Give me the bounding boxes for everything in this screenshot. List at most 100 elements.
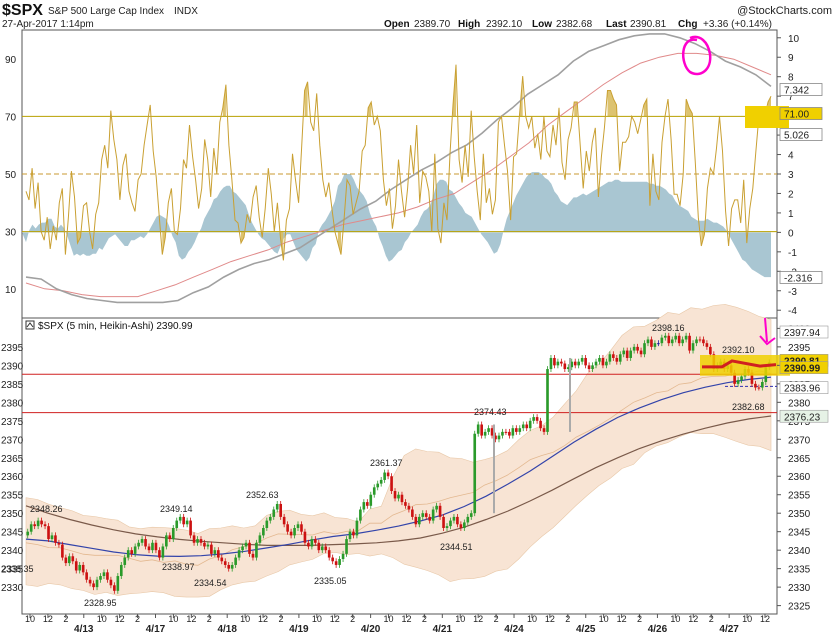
candle-body <box>618 354 622 362</box>
candle-body <box>244 542 248 547</box>
candle-body <box>265 520 269 528</box>
candle-body <box>535 417 539 421</box>
candle-body <box>175 520 179 528</box>
candle-body <box>241 546 244 551</box>
price-axis-left-label: 2395 <box>1 343 24 354</box>
value-tag <box>779 128 823 141</box>
candle-body <box>674 335 678 340</box>
value-tag <box>779 271 823 284</box>
price-callout: 2374.43 <box>474 407 507 417</box>
candle-body <box>359 509 362 521</box>
candle-body <box>203 542 206 547</box>
price-callout: 2382.68 <box>732 402 765 412</box>
candle-body <box>99 576 102 580</box>
x-axis-tick-label: 12 <box>617 614 627 624</box>
candle-body <box>663 335 667 338</box>
right-axis-tick-label: 1 <box>788 209 794 220</box>
candle-body <box>196 539 199 543</box>
candle-body <box>327 550 331 558</box>
candle-body <box>490 428 494 436</box>
candle-body <box>300 524 303 532</box>
candle-body <box>230 564 234 569</box>
price-panel-title: $SPX (5 min, Heikin-Ashi) 2390.99 <box>38 321 193 332</box>
candle-body <box>61 544 64 558</box>
candle-body <box>43 524 47 527</box>
price-callout: 2352.63 <box>246 490 279 500</box>
candle-body <box>528 420 532 429</box>
candle-body <box>383 472 386 480</box>
candle-body <box>542 428 546 432</box>
candle-body <box>480 424 483 436</box>
candle-body <box>421 513 425 517</box>
exchange-label: INDX <box>174 6 198 17</box>
candle-body <box>657 343 660 345</box>
moving-average-mid <box>25 376 772 558</box>
candle-body <box>331 557 334 562</box>
right-axis-tick-label: 3 <box>788 170 794 181</box>
chg-label: Chg <box>678 19 697 30</box>
x-axis-tick-label: 12 <box>258 614 268 624</box>
candle-body <box>227 564 231 569</box>
candle-body <box>213 550 217 554</box>
candle-body <box>185 520 189 525</box>
candle-body <box>549 357 553 370</box>
price-axis-left-label: 2340 <box>1 546 24 557</box>
candle-body <box>71 556 75 562</box>
candle-body <box>598 357 601 362</box>
candle-body <box>691 343 695 351</box>
price-callout: 2349.14 <box>160 504 193 514</box>
x-axis-tick-label: 10 <box>742 614 752 624</box>
candle-body <box>154 542 158 551</box>
candle-body <box>293 527 296 536</box>
last-value: 2390.81 <box>630 19 667 30</box>
candle-body <box>643 343 646 355</box>
right-axis-tick-label: 7 <box>788 92 794 103</box>
right-axis-tick-label: 4 <box>788 151 794 162</box>
price-axis-left-label: 2335 <box>1 565 24 576</box>
candle-body <box>50 535 54 540</box>
candle-body <box>268 516 272 521</box>
candle-body <box>369 494 373 506</box>
candle-body <box>688 335 691 351</box>
x-axis-tick-label: 2 <box>207 614 212 624</box>
candle-body <box>275 503 279 510</box>
candle-body <box>646 339 650 344</box>
candle-body <box>393 491 397 499</box>
candle-body <box>78 564 82 571</box>
candle-body <box>698 339 702 341</box>
macd-histogram-area <box>22 172 771 278</box>
candle-body <box>310 539 314 547</box>
candle-body <box>511 428 515 436</box>
price-axis-right-label: 2335 <box>788 565 811 576</box>
bollinger-band <box>25 304 772 598</box>
candle-body <box>199 539 203 543</box>
candle-body <box>92 583 95 588</box>
right-axis-tick-label: 10 <box>788 34 800 45</box>
candle-body <box>442 516 445 528</box>
rsi-overbought-fill <box>368 102 372 117</box>
candle-body <box>591 365 594 370</box>
price-axis-right-label: 2380 <box>788 398 811 409</box>
candle-body <box>355 520 359 536</box>
price-tag <box>779 409 829 423</box>
price-axis-left-label: 2345 <box>1 528 24 539</box>
rsi-oversold-fill <box>77 231 81 244</box>
candle-body <box>314 539 317 543</box>
rsi-overbought-fill <box>607 90 617 117</box>
candle-body <box>67 556 71 564</box>
candle-body <box>424 513 428 517</box>
candle-body <box>161 546 165 558</box>
date-label: 27-Apr-2017 1:14pm <box>2 19 94 30</box>
rsi-line <box>25 64 772 261</box>
x-axis-tick-label: 4/18 <box>217 624 237 635</box>
candle-body <box>612 354 615 358</box>
candle-body <box>88 579 92 584</box>
candle-body <box>303 531 307 543</box>
candle-body <box>456 516 459 525</box>
candle-body <box>317 542 321 551</box>
price-axis-right-label: 2370 <box>788 435 811 446</box>
candle-body <box>320 546 324 551</box>
candle-body <box>417 516 421 525</box>
right-axis-tick-label: 2 <box>788 189 794 200</box>
